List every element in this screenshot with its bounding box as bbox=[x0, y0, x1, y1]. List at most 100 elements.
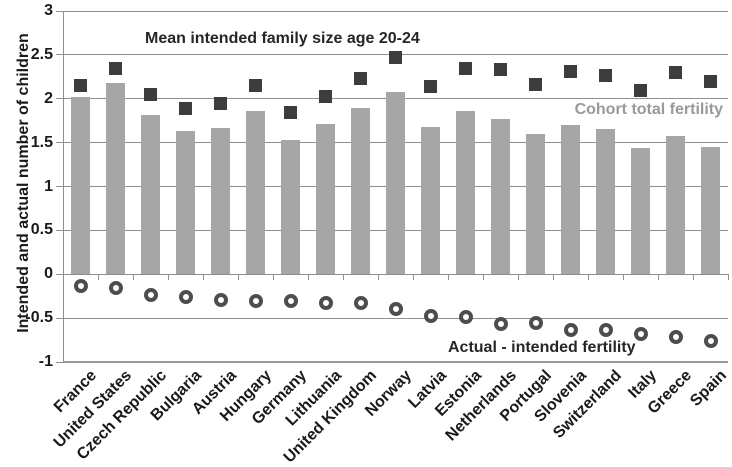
square-marker-intended-family-size bbox=[704, 74, 717, 88]
circle-marker-actual-minus-intended bbox=[283, 294, 298, 309]
square-marker-intended-family-size bbox=[669, 65, 682, 79]
bar-cohort-total-fertility bbox=[106, 82, 125, 275]
bar-cohort-total-fertility bbox=[631, 147, 650, 275]
annotation-actual-minus-intended: Actual - intended fertility bbox=[448, 339, 636, 356]
circle-marker-actual-minus-intended bbox=[248, 293, 263, 308]
circle-marker-actual-minus-intended bbox=[458, 310, 473, 325]
circle-marker-actual-minus-intended bbox=[178, 290, 193, 305]
x-axis-tick bbox=[483, 274, 484, 281]
circle-marker-actual-minus-intended bbox=[703, 333, 718, 348]
y-tick-label: 2.5 bbox=[30, 45, 53, 63]
bar-cohort-total-fertility bbox=[596, 129, 615, 275]
y-tick-label: 1 bbox=[44, 177, 53, 195]
annotation-mean-intended-family-size: Mean intended family size age 20-24 bbox=[145, 30, 420, 47]
square-marker-intended-family-size bbox=[424, 79, 437, 93]
bar-cohort-total-fertility bbox=[386, 91, 405, 275]
square-marker-intended-family-size bbox=[319, 89, 332, 103]
square-marker-intended-family-size bbox=[354, 72, 367, 86]
grid-line bbox=[63, 10, 728, 12]
bar-cohort-total-fertility bbox=[141, 114, 160, 275]
x-axis-tick bbox=[308, 274, 309, 281]
circle-marker-actual-minus-intended bbox=[108, 281, 123, 296]
bar-cohort-total-fertility bbox=[526, 133, 545, 275]
x-axis-tick bbox=[448, 274, 449, 281]
y-axis-tick bbox=[56, 317, 63, 319]
square-marker-intended-family-size bbox=[74, 79, 87, 93]
square-marker-intended-family-size bbox=[179, 101, 192, 115]
circle-marker-actual-minus-intended bbox=[73, 278, 88, 293]
square-marker-intended-family-size bbox=[249, 79, 262, 93]
x-axis-tick bbox=[98, 274, 99, 281]
chart-bottom-line bbox=[63, 361, 728, 363]
y-axis-tick bbox=[56, 98, 63, 100]
square-marker-intended-family-size bbox=[284, 106, 297, 120]
circle-marker-actual-minus-intended bbox=[143, 288, 158, 303]
bar-cohort-total-fertility bbox=[421, 126, 440, 275]
circle-marker-actual-minus-intended bbox=[493, 317, 508, 332]
bar-cohort-total-fertility bbox=[666, 136, 685, 275]
square-marker-intended-family-size bbox=[494, 63, 507, 77]
circle-marker-actual-minus-intended bbox=[318, 296, 333, 311]
y-tick-label: 3 bbox=[44, 2, 53, 19]
x-axis-tick bbox=[553, 274, 554, 281]
y-axis-tick bbox=[56, 142, 63, 144]
circle-marker-actual-minus-intended bbox=[633, 326, 648, 341]
square-marker-intended-family-size bbox=[214, 96, 227, 110]
bar-cohort-total-fertility bbox=[456, 111, 475, 275]
x-axis-tick bbox=[63, 274, 64, 281]
x-axis-tick bbox=[693, 274, 694, 281]
square-marker-intended-family-size bbox=[634, 84, 647, 98]
x-axis-tick bbox=[728, 274, 729, 281]
y-axis-tick bbox=[56, 10, 63, 12]
grid-line bbox=[63, 273, 728, 275]
square-marker-intended-family-size bbox=[109, 61, 122, 75]
x-axis-tick bbox=[623, 274, 624, 281]
y-tick-label: 2 bbox=[44, 89, 53, 107]
y-tick-label: 0.5 bbox=[30, 221, 53, 239]
y-tick-label: 0 bbox=[44, 265, 53, 283]
x-axis-tick bbox=[413, 274, 414, 281]
x-axis-tick bbox=[238, 274, 239, 281]
square-marker-intended-family-size bbox=[389, 51, 402, 64]
x-axis-tick bbox=[518, 274, 519, 281]
bar-cohort-total-fertility bbox=[491, 118, 510, 275]
square-marker-intended-family-size bbox=[144, 87, 157, 101]
x-axis-tick bbox=[203, 274, 204, 281]
circle-marker-actual-minus-intended bbox=[598, 322, 613, 337]
square-marker-intended-family-size bbox=[459, 61, 472, 75]
bar-cohort-total-fertility bbox=[71, 96, 90, 275]
y-tick-label: -1 bbox=[38, 353, 53, 370]
x-axis-tick bbox=[168, 274, 169, 281]
x-axis-tick bbox=[658, 274, 659, 281]
square-marker-intended-family-size bbox=[599, 69, 612, 83]
circle-marker-actual-minus-intended bbox=[668, 330, 683, 345]
y-tick-label: 1.5 bbox=[30, 133, 53, 151]
bar-cohort-total-fertility bbox=[246, 111, 265, 275]
y-axis-tick bbox=[56, 229, 63, 231]
y-tick-label: -0.5 bbox=[25, 309, 53, 327]
x-axis-tick bbox=[273, 274, 274, 281]
x-axis-tick bbox=[378, 274, 379, 281]
y-axis-line bbox=[63, 11, 64, 363]
y-axis-tick bbox=[56, 186, 63, 187]
circle-marker-actual-minus-intended bbox=[213, 292, 228, 307]
circle-marker-actual-minus-intended bbox=[423, 309, 438, 324]
bar-cohort-total-fertility bbox=[701, 147, 720, 275]
x-axis-tick bbox=[133, 274, 134, 281]
annotation-cohort-total-fertility: Cohort total fertility bbox=[574, 101, 723, 118]
square-marker-intended-family-size bbox=[564, 65, 577, 79]
y-axis-tick bbox=[56, 361, 63, 363]
square-marker-intended-family-size bbox=[529, 78, 542, 92]
x-axis-tick bbox=[343, 274, 344, 281]
circle-marker-actual-minus-intended bbox=[528, 316, 543, 331]
circle-marker-actual-minus-intended bbox=[388, 302, 403, 317]
circle-marker-actual-minus-intended bbox=[353, 296, 368, 311]
grid-line bbox=[63, 317, 728, 319]
circle-marker-actual-minus-intended bbox=[563, 322, 578, 337]
y-axis-tick bbox=[56, 273, 63, 275]
bar-cohort-total-fertility bbox=[281, 139, 300, 275]
y-axis-tick bbox=[56, 54, 63, 56]
bar-cohort-total-fertility bbox=[316, 124, 335, 275]
bar-cohort-total-fertility bbox=[351, 107, 370, 275]
